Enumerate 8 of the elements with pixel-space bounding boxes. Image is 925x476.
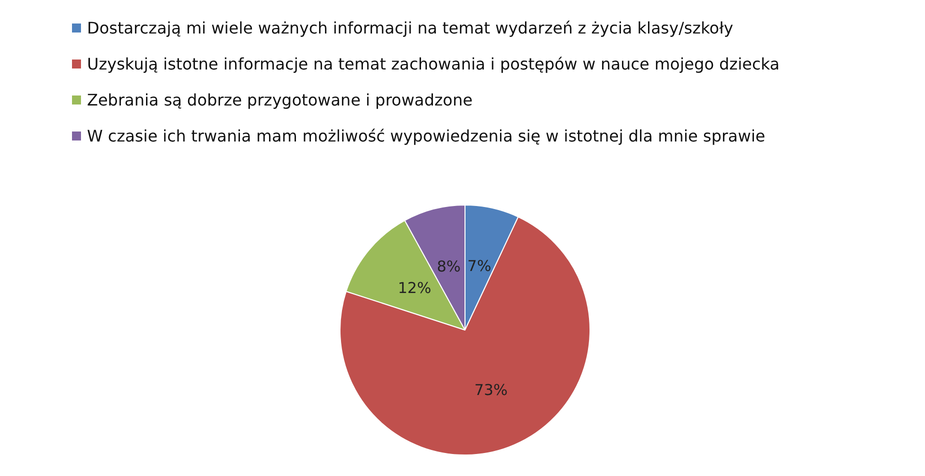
legend-label: Uzyskują istotne informacje na temat zachowania i postępów w nauce mojego dziecka bbox=[87, 54, 780, 74]
legend-label: Dostarczają mi wiele ważnych informacji na temat wydarzeń z życia klasy/szkoły bbox=[87, 18, 734, 38]
data-label: 8% bbox=[436, 258, 461, 276]
data-label: 12% bbox=[398, 279, 432, 298]
data-label: 73% bbox=[474, 381, 508, 400]
legend-label: W czasie ich trwania mam możliwość wypowiedzenia się w istotnej dla mnie sprawie bbox=[87, 126, 766, 146]
legend-label: Zebrania są dobrze przygotowane i prowadzone bbox=[87, 90, 473, 110]
data-label: 7% bbox=[467, 257, 492, 276]
